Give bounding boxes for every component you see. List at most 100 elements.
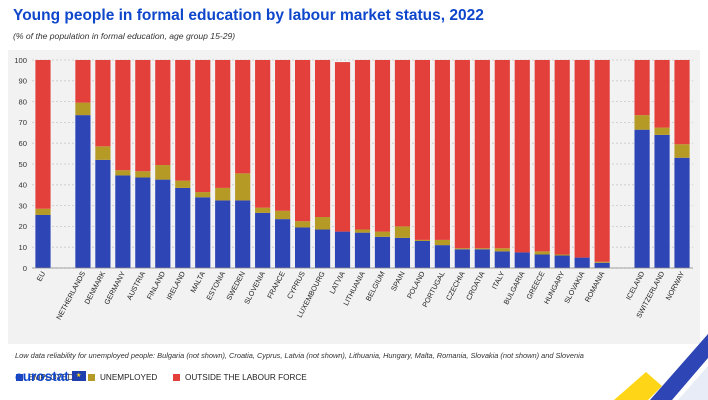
bar-segment xyxy=(474,60,490,249)
x-tick-label: NETHERLANDS xyxy=(54,270,87,322)
data-reliability-note: Low data reliability for unemployed peop… xyxy=(15,351,584,360)
bar-segment xyxy=(215,187,231,201)
bar-segment xyxy=(414,60,430,240)
bar-segment xyxy=(115,60,131,171)
bar-segment xyxy=(394,60,411,227)
bar-segment xyxy=(255,212,271,268)
bar-segment xyxy=(454,249,470,268)
bar-segment xyxy=(574,257,590,268)
bar-segment xyxy=(654,60,670,128)
bar-segment xyxy=(374,236,391,268)
legend-item-unemployed: UNEMPLOYED xyxy=(88,373,157,382)
chart-panel: 0 10 20 30 40 50 60 70 80 90 100 EU NETHERLANDS DENMA… xyxy=(8,50,700,382)
bar-segment xyxy=(634,115,650,130)
bar-segment xyxy=(295,227,311,268)
y-tick-label: 70 xyxy=(19,118,27,127)
logo-text: eurostat xyxy=(15,368,69,384)
x-tick-label: GREECE xyxy=(524,270,546,301)
y-tick-label: 50 xyxy=(19,160,27,169)
deco-light-band xyxy=(678,366,708,400)
bar-segment xyxy=(434,239,450,246)
y-tick-label: 90 xyxy=(19,77,27,86)
x-tick-label: ROMANIA xyxy=(583,270,607,304)
x-tick-label: SPAIN xyxy=(389,270,407,293)
y-tick-label: 100 xyxy=(14,56,27,65)
bar-segment xyxy=(314,229,331,268)
bar-segment xyxy=(674,144,690,158)
bar-segment xyxy=(454,248,470,250)
bar-segment xyxy=(434,60,450,240)
bar-segment xyxy=(75,60,91,103)
deco-blue-band xyxy=(650,334,708,400)
bar-segment xyxy=(95,159,111,268)
bar-segment xyxy=(374,231,391,237)
bar-segment xyxy=(474,249,490,268)
y-tick-label: 10 xyxy=(19,243,27,252)
legend-label-outside: OUTSIDE THE LABOUR FORCE xyxy=(185,373,307,382)
bar-segment xyxy=(155,60,171,166)
bar-segment xyxy=(255,207,271,213)
bar-segment xyxy=(95,60,111,147)
bar-segment xyxy=(534,60,550,252)
bar-segment xyxy=(175,180,191,188)
bar-segment xyxy=(314,217,331,230)
bar-segment xyxy=(494,248,510,252)
bar-segment xyxy=(674,60,690,145)
bar-segment xyxy=(75,115,91,269)
bar-segment xyxy=(554,60,570,255)
bar-segment xyxy=(334,62,351,232)
bar-segment xyxy=(354,229,371,233)
deco-yellow-band xyxy=(614,372,662,400)
bar-segment xyxy=(35,214,51,268)
x-tick-label: MALTA xyxy=(188,270,207,295)
bar-segment xyxy=(374,60,391,232)
bar-segment xyxy=(215,60,231,188)
bar-segment xyxy=(135,60,151,172)
bar-segment xyxy=(95,146,111,160)
bar-segment xyxy=(35,60,51,209)
bar-segment xyxy=(155,165,171,180)
bar-segment xyxy=(474,248,490,250)
bar-segment xyxy=(135,171,151,178)
bar-segment xyxy=(155,179,171,268)
x-tick-label: POLAND xyxy=(405,270,427,300)
bar-segment xyxy=(195,192,211,198)
bar-segment xyxy=(255,60,271,208)
bar-segment xyxy=(135,177,151,268)
bar-segment xyxy=(235,60,251,174)
eurostat-logo: eurostat ★ xyxy=(15,368,86,384)
bar-segment xyxy=(594,261,610,263)
bar-segment xyxy=(554,254,570,256)
legend-item-employed: EMPLOYED xyxy=(16,373,74,382)
bar-segment xyxy=(414,240,430,268)
bar-segment xyxy=(494,60,510,249)
y-tick-label: 0 xyxy=(23,264,27,273)
bar-segment xyxy=(35,208,51,215)
legend-swatch-employed xyxy=(16,374,23,381)
bar-segment xyxy=(115,170,131,176)
bar-segment xyxy=(354,60,371,230)
bar-segment xyxy=(235,173,251,201)
decorative-corner-graphic xyxy=(614,334,708,400)
legend-swatch-unemployed xyxy=(88,374,95,381)
bar-segment xyxy=(514,252,530,268)
legend-item-outside: OUTSIDE THE LABOUR FORCE xyxy=(173,373,307,382)
x-tick-label: NORWAY xyxy=(664,270,687,302)
x-tick-label: IRELAND xyxy=(164,270,187,302)
chart-title: Young people in formal education by labo… xyxy=(13,7,484,24)
x-tick-label: CYPRUS xyxy=(285,270,307,301)
bar-segment xyxy=(554,255,570,268)
bar-segment xyxy=(175,60,191,181)
bar-segment xyxy=(514,60,530,253)
bar-segment xyxy=(634,129,650,268)
bar-segment xyxy=(634,60,650,116)
bar-segment xyxy=(195,197,211,268)
eu-flag-icon: ★ xyxy=(71,371,86,381)
bar-segment xyxy=(295,60,311,222)
x-tick-label: FRANCE xyxy=(265,270,287,300)
bar-segment xyxy=(654,127,670,135)
legend-label-unemployed: UNEMPLOYED xyxy=(100,373,158,382)
bar-segment xyxy=(654,134,670,268)
bar-segment xyxy=(334,231,351,268)
